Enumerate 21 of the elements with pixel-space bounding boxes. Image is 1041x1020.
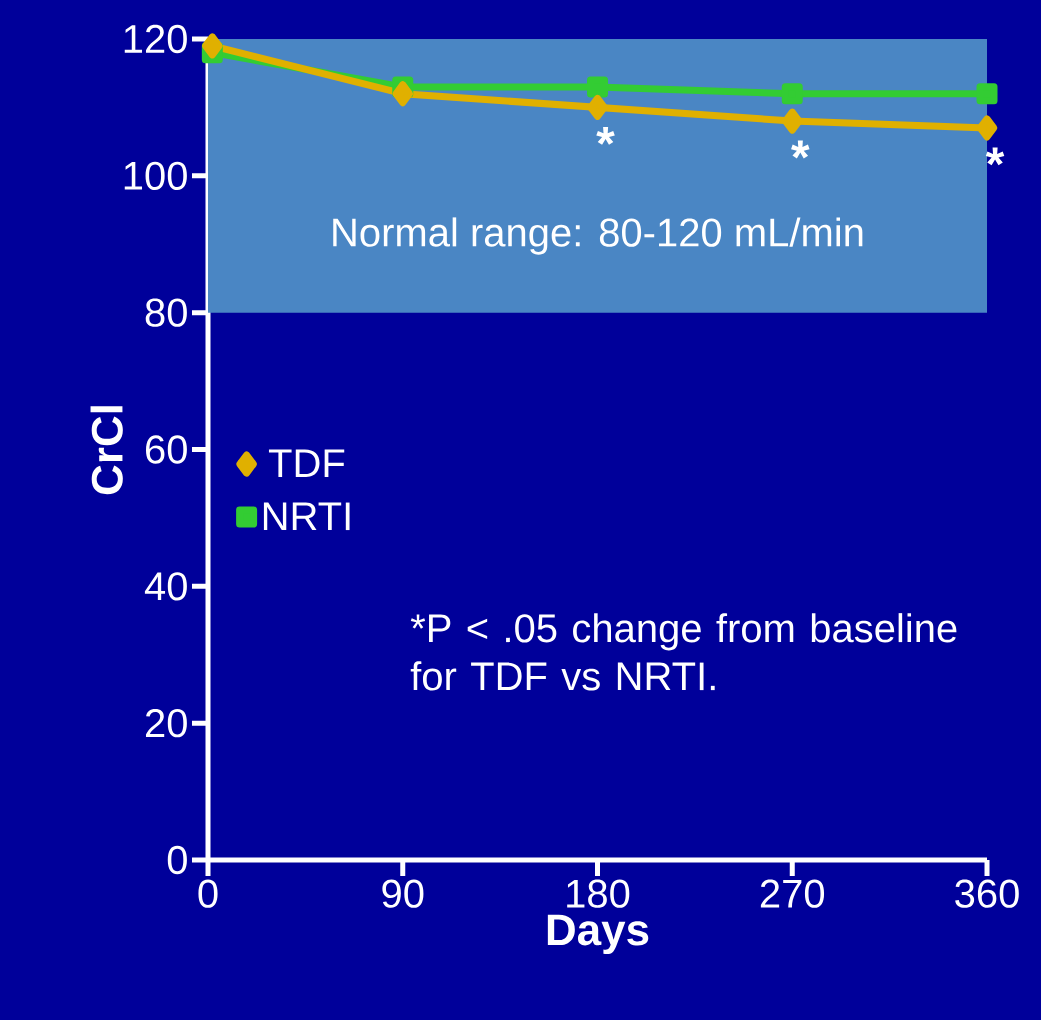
y-tick-label: 120 (124, 24, 187, 54)
annotation: * (791, 140, 810, 159)
x-tick-label: 90 (382, 879, 424, 908)
legend-label: TDF (268, 449, 345, 478)
x-tick-label: 270 (760, 879, 825, 908)
y-tick-label: 80 (145, 298, 187, 327)
legend-label: NRTI (263, 502, 350, 531)
y-tick-label: 40 (144, 572, 187, 601)
band-label: Normal range: 80-120 mL/min (333, 217, 863, 255)
annotation: *P < .05 change from baseline for TDF vs NRTI. (410, 613, 957, 691)
x-tick-label: 360 (955, 879, 1019, 908)
x-tick-label: 0 (198, 879, 218, 908)
annotation: * (596, 126, 615, 145)
y-tick-label: 60 (146, 435, 187, 464)
y-tick-label: 0 (167, 845, 187, 875)
x-axis-title: Days (547, 914, 649, 955)
y-axis-title: CrCl (90, 406, 123, 495)
y-tick-label: 100 (124, 161, 187, 190)
annotation: * (985, 147, 1005, 166)
y-tick-label: 20 (145, 709, 187, 738)
x-tick-label: 180 (567, 879, 630, 908)
